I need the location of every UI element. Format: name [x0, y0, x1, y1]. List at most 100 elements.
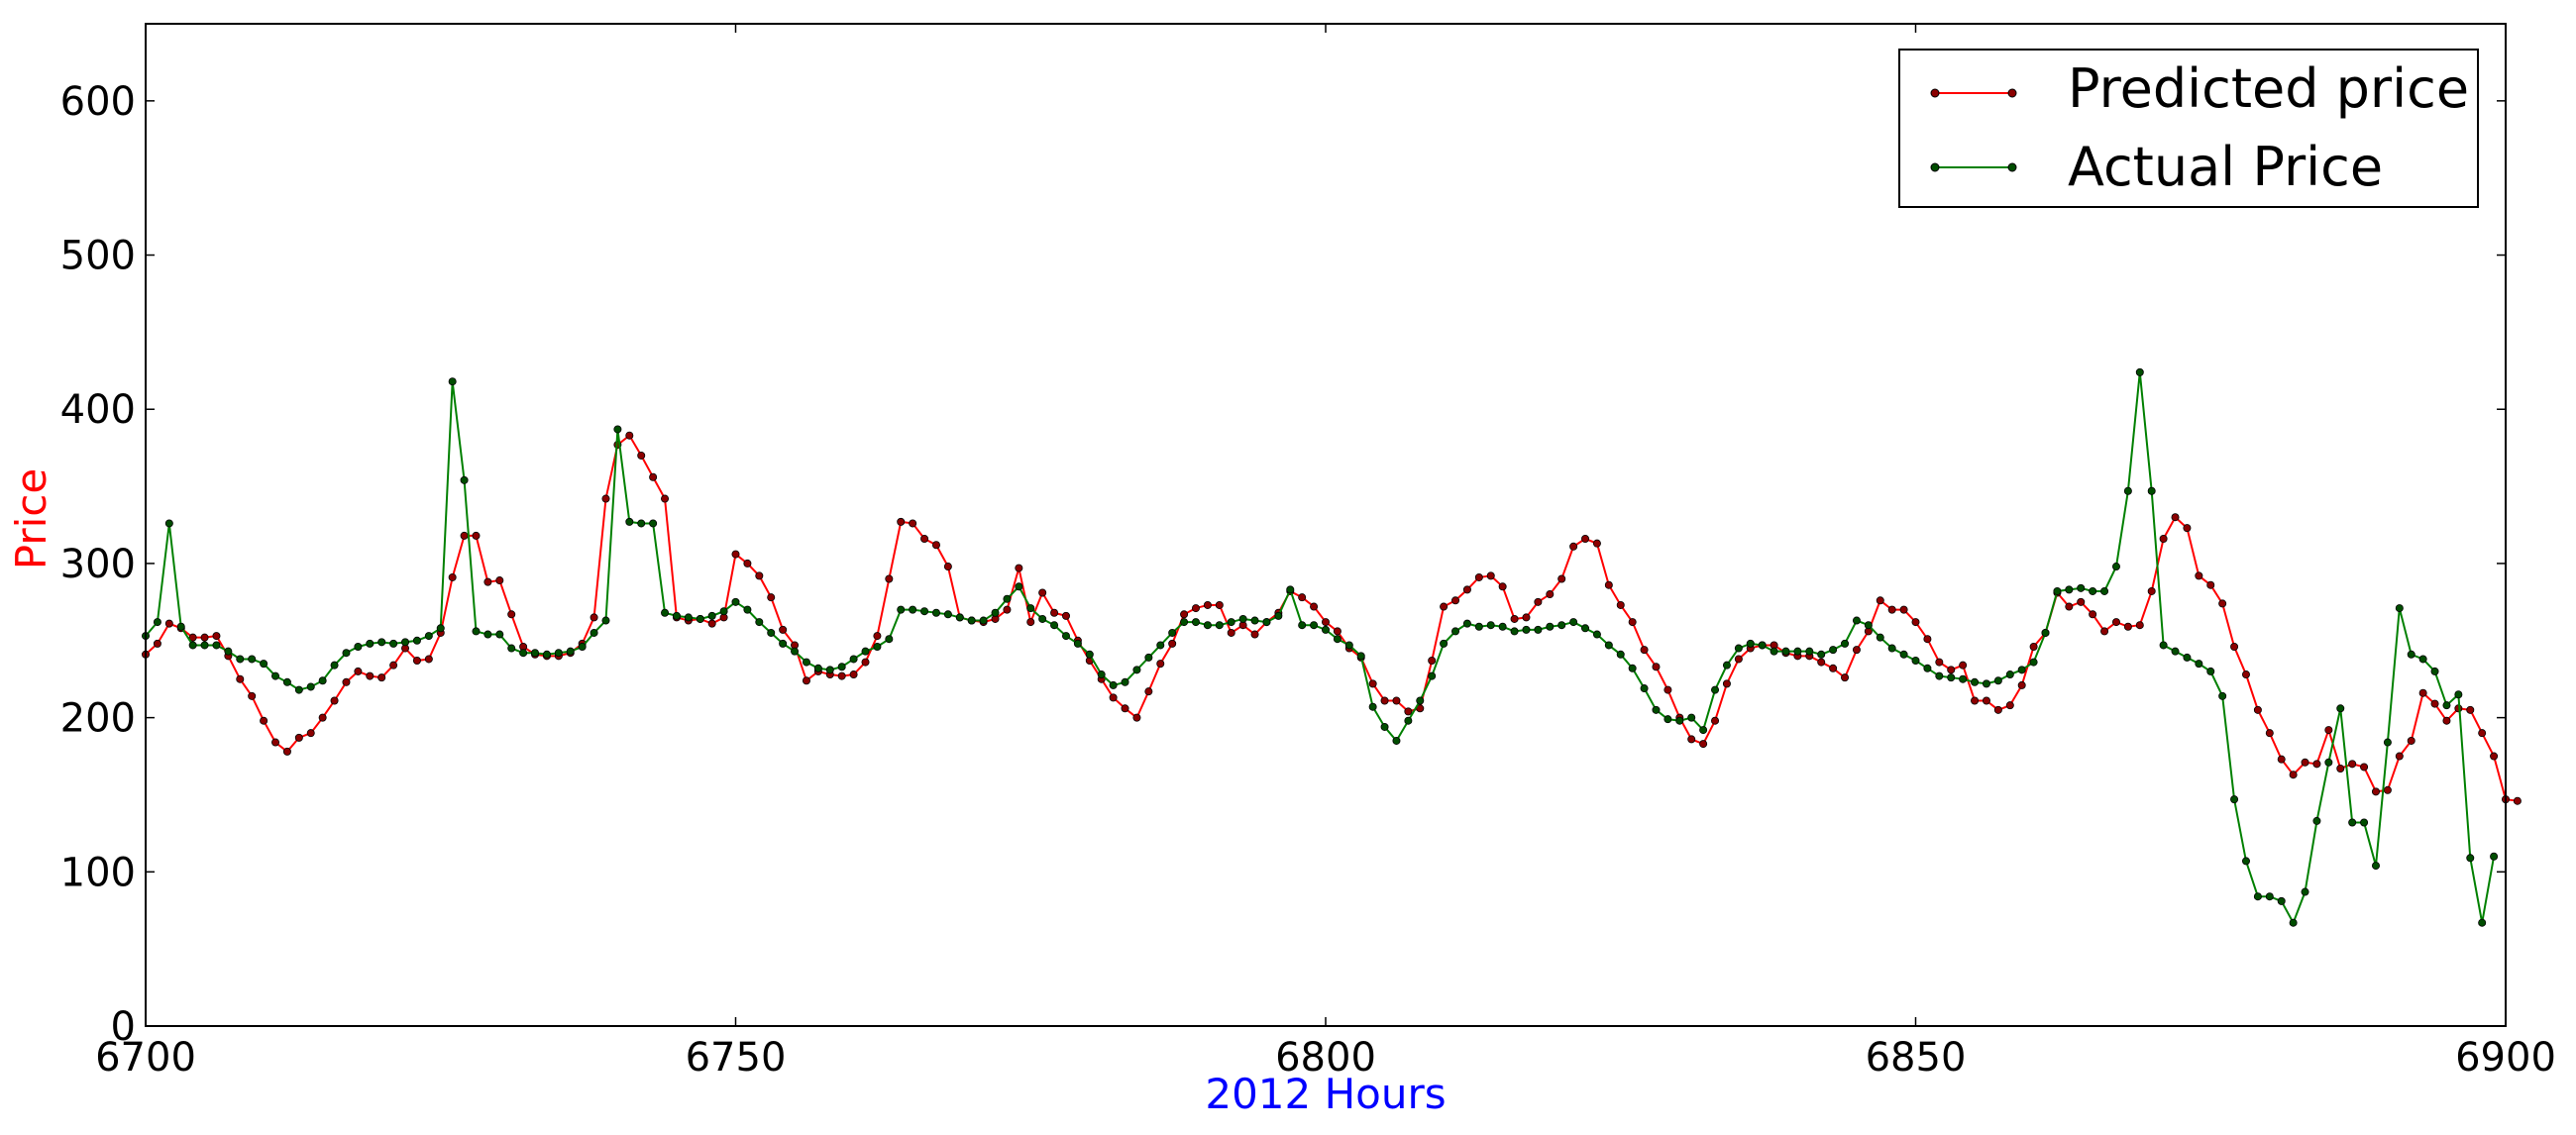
point-actual-price-6770 — [967, 616, 976, 625]
point-actual-price-6888 — [2360, 818, 2369, 827]
point-actual-price-6895 — [2442, 701, 2451, 710]
point-predicted-price-6813 — [1474, 572, 1483, 581]
point-actual-price-6881 — [2277, 896, 2286, 905]
point-actual-price-6725 — [436, 624, 445, 633]
point-actual-price-6853 — [1947, 673, 1956, 682]
point-actual-price-6829 — [1664, 715, 1672, 724]
point-predicted-price-6835 — [1734, 655, 1743, 664]
point-actual-price-6826 — [1628, 664, 1637, 672]
point-actual-price-6856 — [1982, 679, 1990, 688]
legend-marker-predicted-right — [2007, 88, 2017, 98]
point-actual-price-6713 — [294, 685, 303, 694]
point-predicted-price-6777 — [1050, 608, 1059, 617]
point-predicted-price-6763 — [885, 574, 894, 583]
point-predicted-price-6882 — [2289, 771, 2298, 779]
point-actual-price-6774 — [1015, 582, 1023, 591]
point-actual-price-6877 — [2230, 795, 2239, 804]
point-predicted-price-6816 — [1510, 614, 1519, 623]
point-predicted-price-6889 — [2371, 787, 2380, 796]
point-actual-price-6785 — [1144, 653, 1153, 662]
point-actual-price-6762 — [873, 643, 882, 652]
point-predicted-price-6776 — [1038, 588, 1047, 597]
point-actual-price-6850 — [1911, 657, 1920, 666]
point-predicted-price-6892 — [2407, 736, 2415, 745]
point-actual-price-6791 — [1215, 621, 1224, 630]
point-predicted-price-6829 — [1664, 685, 1672, 694]
point-actual-price-6730 — [495, 630, 504, 639]
point-predicted-price-6738 — [590, 613, 598, 622]
point-predicted-price-6867 — [2111, 618, 2120, 627]
point-actual-price-6797 — [1286, 585, 1295, 594]
point-actual-price-6749 — [719, 607, 728, 616]
point-predicted-price-6716 — [330, 696, 339, 705]
point-actual-price-6788 — [1180, 618, 1189, 627]
point-actual-price-6705 — [200, 641, 209, 650]
point-predicted-price-6760 — [849, 671, 858, 679]
point-actual-price-6876 — [2218, 691, 2227, 700]
point-predicted-price-6761 — [861, 658, 870, 667]
point-predicted-price-6787 — [1168, 639, 1177, 648]
y-tick-label-0: 0 — [111, 1004, 136, 1050]
point-predicted-price-6828 — [1652, 663, 1661, 671]
y-tick-label-600: 600 — [60, 79, 136, 125]
point-actual-price-6750 — [731, 597, 740, 606]
point-actual-price-6819 — [1546, 622, 1555, 631]
point-predicted-price-6774 — [1015, 564, 1023, 572]
point-predicted-price-6865 — [2089, 610, 2097, 619]
point-predicted-price-6848 — [1887, 605, 1896, 614]
point-predicted-price-6718 — [354, 667, 363, 675]
point-actual-price-6740 — [613, 425, 622, 434]
point-predicted-price-6852 — [1935, 658, 1944, 667]
point-predicted-price-6895 — [2442, 716, 2451, 725]
point-predicted-price-6751 — [743, 559, 752, 568]
point-actual-price-6869 — [2135, 367, 2144, 376]
point-actual-price-6862 — [2053, 586, 2062, 595]
point-predicted-price-6805 — [1380, 696, 1389, 705]
point-actual-price-6890 — [2383, 738, 2392, 747]
point-actual-price-6854 — [1959, 674, 1968, 683]
point-actual-price-6716 — [330, 661, 339, 670]
point-predicted-price-6762 — [873, 632, 882, 641]
point-actual-price-6726 — [448, 377, 457, 386]
point-actual-price-6714 — [306, 682, 315, 691]
point-predicted-price-6893 — [2418, 688, 2427, 697]
point-predicted-price-6730 — [495, 576, 504, 585]
point-predicted-price-6786 — [1156, 660, 1165, 669]
point-actual-price-6795 — [1262, 618, 1271, 627]
legend-marker-predicted-left — [1930, 88, 1940, 98]
point-actual-price-6834 — [1722, 661, 1731, 670]
point-actual-price-6866 — [2100, 586, 2109, 595]
point-actual-price-6859 — [2017, 666, 2026, 674]
point-actual-price-6768 — [943, 610, 952, 619]
point-actual-price-6861 — [2041, 628, 2050, 637]
point-predicted-price-6756 — [802, 676, 810, 685]
point-actual-price-6817 — [1522, 625, 1531, 634]
point-predicted-price-6855 — [1971, 696, 1980, 705]
point-predicted-price-6784 — [1132, 713, 1141, 722]
point-predicted-price-6790 — [1203, 600, 1212, 609]
point-predicted-price-6871 — [2159, 535, 2168, 544]
point-actual-price-6744 — [661, 608, 670, 617]
point-actual-price-6781 — [1097, 671, 1106, 679]
point-actual-price-6891 — [2395, 604, 2404, 613]
point-actual-price-6874 — [2195, 660, 2203, 669]
point-predicted-price-6899 — [2490, 752, 2499, 761]
point-actual-price-6772 — [991, 608, 1000, 617]
point-predicted-price-6712 — [282, 747, 291, 756]
point-predicted-price-6748 — [707, 619, 716, 628]
point-actual-price-6741 — [625, 517, 634, 526]
point-actual-price-6793 — [1238, 614, 1247, 623]
point-predicted-price-6859 — [2017, 680, 2026, 689]
point-predicted-price-6863 — [2065, 602, 2074, 611]
point-predicted-price-6778 — [1061, 611, 1070, 620]
point-actual-price-6707 — [224, 647, 233, 656]
point-predicted-price-6858 — [2005, 701, 2014, 710]
point-predicted-price-6711 — [271, 738, 280, 747]
point-actual-price-6733 — [531, 649, 540, 658]
point-actual-price-6837 — [1758, 641, 1767, 650]
point-predicted-price-6843 — [1829, 664, 1838, 672]
point-actual-price-6766 — [920, 607, 929, 616]
point-predicted-price-6715 — [318, 713, 327, 722]
point-actual-price-6728 — [472, 627, 481, 636]
